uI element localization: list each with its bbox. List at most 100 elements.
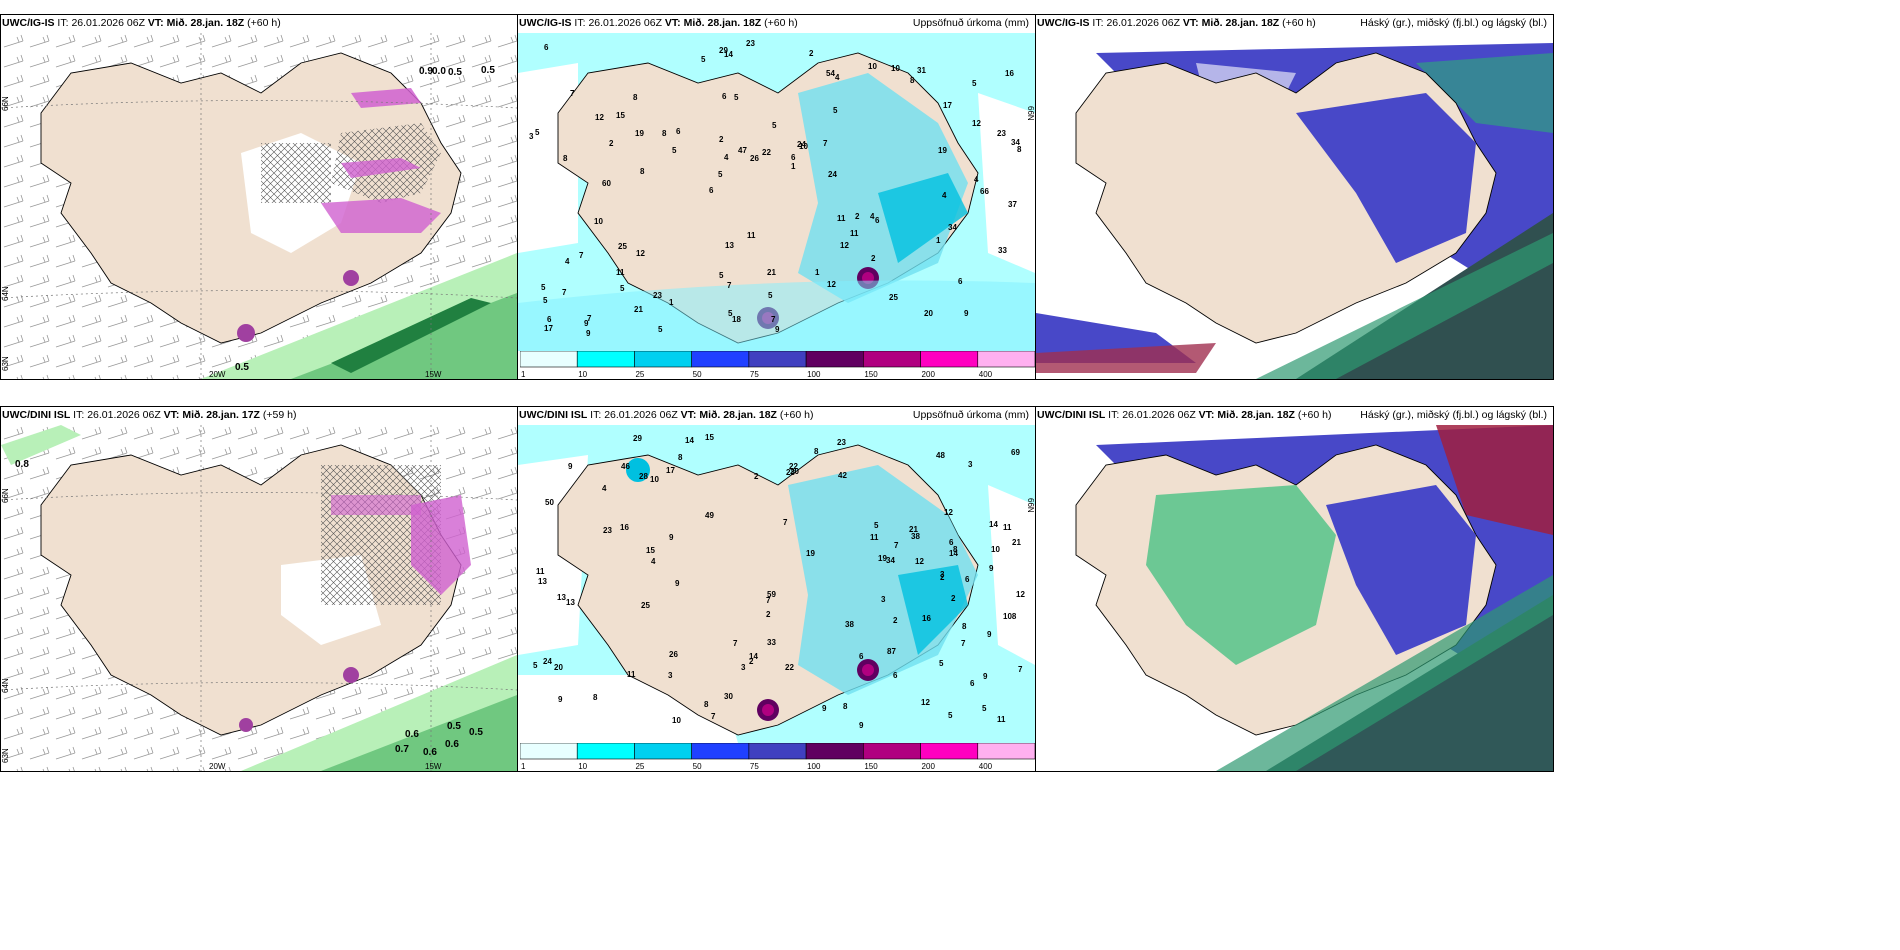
- precip-value: 20: [790, 467, 799, 476]
- precip-value: 9: [675, 579, 680, 588]
- precip-value: 7: [587, 314, 592, 323]
- colorbar-tick-label: 50: [693, 762, 702, 771]
- wind-map: 66N 64N 63N 20W 15W 0.9 0.0 0.5 0.5 0.5: [1, 33, 517, 379]
- precip-value: 3: [968, 460, 973, 469]
- precip-value: 1: [936, 236, 941, 245]
- precip-value: 6: [722, 92, 727, 101]
- precip-value: 19: [635, 129, 644, 138]
- colorbar-tick-label: 75: [750, 762, 759, 771]
- panel-title: UWC/DINI ISL IT: 26.01.2026 06Z VT: Mið.…: [519, 409, 814, 421]
- precip-value: 30: [724, 692, 733, 701]
- precip-value: 6: [547, 315, 552, 324]
- precip-value: 108: [1003, 612, 1017, 621]
- precip-value: 10: [891, 64, 900, 73]
- precip-value: 9: [775, 325, 780, 334]
- precip-value-labels: 9856576576555106714811125548101220649821…: [529, 39, 1022, 338]
- panel-subtitle: Háský (gr.), miðský (fj.bl.) og lágský (…: [1360, 17, 1547, 29]
- precip-value: 5: [535, 128, 540, 137]
- precip-value: 13: [566, 598, 575, 607]
- value-label: 0.7: [395, 744, 409, 755]
- lon-label-15w: 15W: [425, 370, 442, 379]
- precip-value: 26: [669, 650, 678, 659]
- precip-value: 23: [837, 438, 846, 447]
- colorbar-tick-label: 400: [979, 762, 993, 771]
- colorbar-tick-label: 10: [578, 370, 587, 379]
- precip-value: 37: [1008, 200, 1017, 209]
- precip-value: 1: [815, 268, 820, 277]
- lat-label-66: 66N: [1, 488, 10, 503]
- lat-label-66: 66N: [1, 96, 10, 111]
- precip-value: 23: [786, 468, 795, 477]
- colorbar-segment: [691, 351, 750, 368]
- precip-value: 9: [964, 309, 969, 318]
- value-label: 0.8: [15, 459, 29, 470]
- precip-value: 7: [766, 596, 771, 605]
- precip-value: 5: [533, 661, 538, 670]
- map-panel-clouds-top: UWC/IG-IS IT: 26.01.2026 06Z VT: Mið. 28…: [1035, 14, 1554, 380]
- precip-value: 7: [711, 712, 716, 721]
- precip-value: 11: [837, 214, 846, 223]
- value-label: 0.6: [445, 739, 459, 750]
- colorbar-segment: [977, 743, 1035, 760]
- precip-value: 2: [940, 573, 945, 582]
- colorbar-tick-label: 1: [521, 762, 526, 771]
- colorbar-tick-label: 75: [750, 370, 759, 379]
- precip-value: 17: [943, 101, 952, 110]
- wind-map: 66N 64N 63N 20W 15W 0.8 0.6 0.5 0.5 0.7 …: [1, 425, 517, 771]
- precip-value: 2: [766, 610, 771, 619]
- precip-value: 3: [940, 570, 945, 579]
- colorbar: 1 10 25 50 75 100 150 200 400: [520, 351, 1035, 379]
- precip-value: 28: [639, 472, 648, 481]
- map-panel-wind-bottom: UWC/DINI ISL IT: 26.01.2026 06Z VT: Mið.…: [0, 406, 518, 772]
- colorbar-segment: [977, 351, 1035, 368]
- precip-value: 2: [871, 254, 876, 263]
- value-label: 0.5: [469, 727, 483, 738]
- panel-title: UWC/IG-IS IT: 26.01.2026 06Z VT: Mið. 28…: [519, 17, 798, 29]
- lat-label-64: 64N: [1, 678, 10, 693]
- precip-value: 8: [843, 702, 848, 711]
- precip-value: 24: [828, 170, 837, 179]
- precip-value: 5: [701, 55, 706, 64]
- precip-value: 8: [662, 129, 667, 138]
- precip-value: 11: [850, 229, 859, 238]
- precip-value: 69: [1011, 448, 1020, 457]
- cloud-map: [1036, 425, 1553, 771]
- precip-value: 5: [728, 309, 733, 318]
- precip-value: 20: [924, 309, 933, 318]
- precip-value: 11: [747, 231, 756, 240]
- precip-value: 2: [951, 594, 956, 603]
- precip-value: 4: [565, 257, 570, 266]
- precip-value: 9: [568, 462, 573, 471]
- precip-value: 7: [727, 281, 732, 290]
- precip-value-labels: 5149798633161050372046172813139198384257…: [533, 433, 1025, 730]
- precip-value: 54: [826, 69, 835, 78]
- panel-title: UWC/IG-IS IT: 26.01.2026 06Z VT: Mið. 28…: [2, 17, 281, 29]
- precip-value: 3: [668, 671, 673, 680]
- precip-value: 11: [536, 567, 545, 576]
- precip-value: 38: [911, 532, 920, 541]
- precip-value: 19: [806, 549, 815, 558]
- precip-value: 4: [835, 73, 840, 82]
- precip-map: 66N 514979863316105037204617281313919838…: [518, 425, 1035, 743]
- colorbar-tick-label: 200: [922, 762, 936, 771]
- precip-value: 11: [997, 715, 1006, 724]
- precip-value: 8: [962, 622, 967, 631]
- precip-value: 4: [942, 191, 947, 200]
- precip-value: 5: [734, 93, 739, 102]
- precip-value: 33: [767, 638, 776, 647]
- precip-value: 5: [543, 296, 548, 305]
- precip-value: 5: [719, 271, 724, 280]
- precip-value: 7: [823, 139, 828, 148]
- precip-value: 8: [678, 453, 683, 462]
- precip-value: 5: [833, 106, 838, 115]
- precip-value: 3: [529, 132, 534, 141]
- precip-value: 10: [650, 475, 659, 484]
- colorbar-segment: [576, 351, 635, 368]
- precip-value: 6: [791, 153, 796, 162]
- precip-value: 10: [594, 217, 603, 226]
- colorbar-segment: [805, 743, 864, 760]
- panel-subtitle: Uppsöfnuð úrkoma (mm): [912, 409, 1029, 421]
- precip-value: 11: [616, 268, 625, 277]
- precip-value: 14: [685, 436, 694, 445]
- precip-value: 8: [953, 545, 958, 554]
